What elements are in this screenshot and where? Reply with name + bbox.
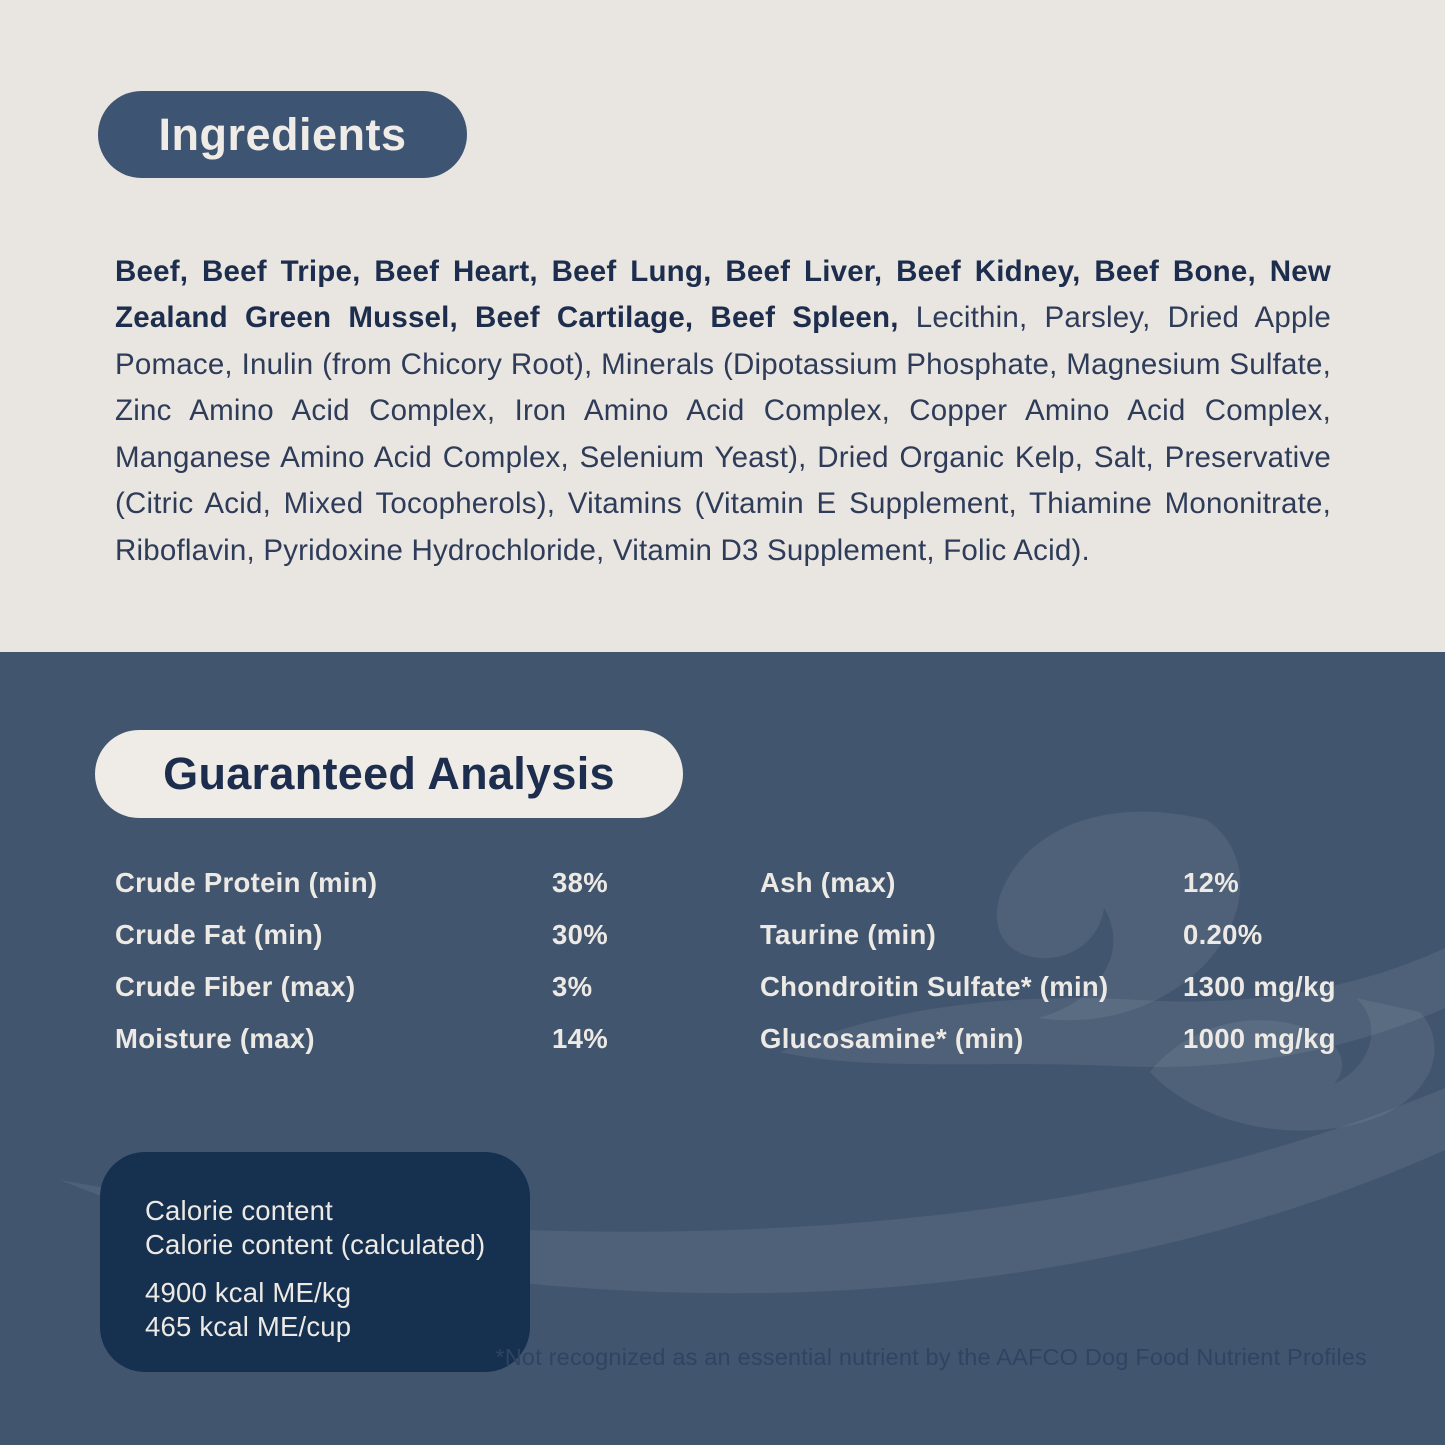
calorie-content-title: Calorie content <box>145 1195 333 1226</box>
nutrient-label: Crude Fat (min) <box>115 919 323 950</box>
ingredients-paragraph: Beef, Beef Tripe, Beef Heart, Beef Lung,… <box>115 249 1331 575</box>
nutrient-label: Ash (max) <box>760 867 896 898</box>
ingredients-secondary-list: Lecithin, Parsley, Dried Apple Pomace, I… <box>115 301 1331 567</box>
nutrient-label: Crude Fiber (max) <box>115 971 356 1002</box>
calorie-content-subtitle: Calorie content (calculated) <box>145 1229 486 1260</box>
guaranteed-analysis-section: Guaranteed Analysis Crude Protein (min) … <box>0 652 1445 1445</box>
table-row: Crude Fat (min) 30% <box>115 909 705 961</box>
guaranteed-analysis-heading-pill: Guaranteed Analysis <box>95 730 683 818</box>
nutrient-label: Chondroitin Sulfate* (min) <box>760 971 1109 1002</box>
guaranteed-analysis-heading: Guaranteed Analysis <box>163 748 615 799</box>
nutrient-value: 30% <box>552 919 608 950</box>
calorie-value-per-cup: 465 kcal ME/cup <box>145 1311 352 1342</box>
ingredients-heading: Ingredients <box>158 108 407 160</box>
ingredients-section: Ingredients Beef, Beef Tripe, Beef Heart… <box>0 0 1445 652</box>
analysis-table-left-column: Crude Protein (min) 38% Crude Fat (min) … <box>115 857 705 1065</box>
table-row: Crude Fiber (max) 3% <box>115 961 705 1013</box>
ingredients-heading-pill: Ingredients <box>98 91 467 178</box>
calorie-content-box: Calorie content Calorie content (calcula… <box>100 1152 530 1372</box>
nutrient-value: 3% <box>552 971 593 1002</box>
ingredients-primary-list: Beef, Beef Tripe, Beef Heart, Beef Lung,… <box>115 254 1331 335</box>
nutrient-value: 1300 mg/kg <box>1183 971 1336 1002</box>
calorie-value-per-kg: 4900 kcal ME/kg <box>145 1277 352 1308</box>
analysis-table-right-column: Ash (max) 12% Taurine (min) 0.20% Chondr… <box>760 857 1400 1065</box>
aafco-footnote: *Not recognized as an essential nutrient… <box>495 1344 1367 1370</box>
table-row: Ash (max) 12% <box>760 857 1400 909</box>
nutrient-label: Crude Protein (min) <box>115 867 378 898</box>
nutrient-label: Moisture (max) <box>115 1023 315 1054</box>
nutrient-value: 14% <box>552 1023 608 1054</box>
nutrient-value: 1000 mg/kg <box>1183 1023 1336 1054</box>
nutrient-label: Taurine (min) <box>760 919 937 950</box>
table-row: Chondroitin Sulfate* (min) 1300 mg/kg <box>760 961 1400 1013</box>
nutrient-label: Glucosamine* (min) <box>760 1023 1024 1054</box>
spacer <box>145 1262 530 1276</box>
nutrient-value: 12% <box>1183 867 1239 898</box>
table-row: Moisture (max) 14% <box>115 1013 705 1065</box>
nutrient-value: 0.20% <box>1183 919 1263 950</box>
table-row: Glucosamine* (min) 1000 mg/kg <box>760 1013 1400 1065</box>
table-row: Crude Protein (min) 38% <box>115 857 705 909</box>
table-row: Taurine (min) 0.20% <box>760 909 1400 961</box>
nutrient-value: 38% <box>552 867 608 898</box>
